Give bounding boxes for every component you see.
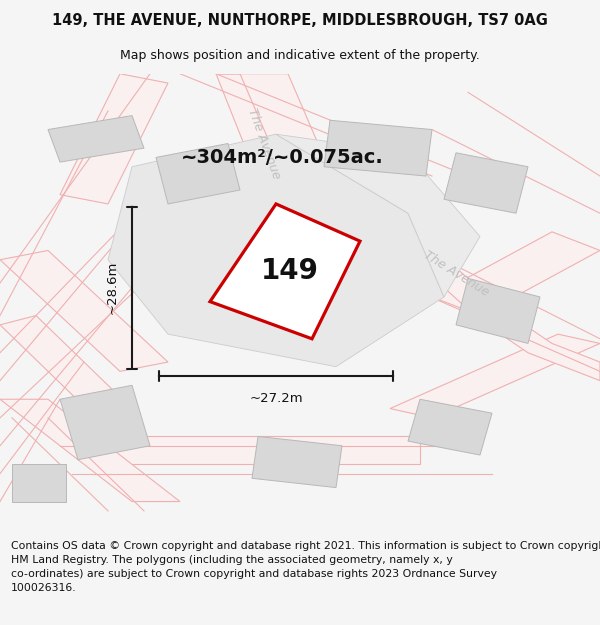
Polygon shape	[210, 204, 360, 339]
Polygon shape	[108, 134, 444, 367]
Text: ~28.6m: ~28.6m	[106, 261, 119, 314]
Polygon shape	[324, 120, 432, 176]
Polygon shape	[252, 436, 342, 488]
Polygon shape	[0, 399, 180, 501]
Text: ~304m²/~0.075ac.: ~304m²/~0.075ac.	[181, 148, 383, 167]
Polygon shape	[90, 436, 420, 464]
Text: Map shows position and indicative extent of the property.: Map shows position and indicative extent…	[120, 49, 480, 62]
Polygon shape	[12, 464, 66, 501]
Text: ~27.2m: ~27.2m	[249, 392, 303, 405]
Polygon shape	[216, 74, 336, 194]
Text: 149, THE AVENUE, NUNTHORPE, MIDDLESBROUGH, TS7 0AG: 149, THE AVENUE, NUNTHORPE, MIDDLESBROUG…	[52, 13, 548, 28]
Text: The Avenue: The Avenue	[245, 106, 283, 181]
Polygon shape	[444, 152, 528, 213]
Polygon shape	[60, 385, 150, 460]
Polygon shape	[408, 399, 492, 455]
Polygon shape	[60, 74, 168, 204]
Polygon shape	[312, 186, 600, 381]
Polygon shape	[216, 74, 312, 194]
Text: The Avenue: The Avenue	[421, 249, 491, 299]
Polygon shape	[0, 316, 132, 418]
Polygon shape	[456, 278, 540, 344]
Text: Contains OS data © Crown copyright and database right 2021. This information is : Contains OS data © Crown copyright and d…	[11, 541, 600, 593]
Polygon shape	[390, 334, 600, 418]
Polygon shape	[432, 232, 600, 316]
Polygon shape	[276, 134, 480, 297]
Text: 149: 149	[260, 258, 319, 286]
Polygon shape	[330, 186, 450, 292]
Polygon shape	[0, 251, 168, 371]
Polygon shape	[156, 144, 240, 204]
Polygon shape	[48, 116, 144, 162]
